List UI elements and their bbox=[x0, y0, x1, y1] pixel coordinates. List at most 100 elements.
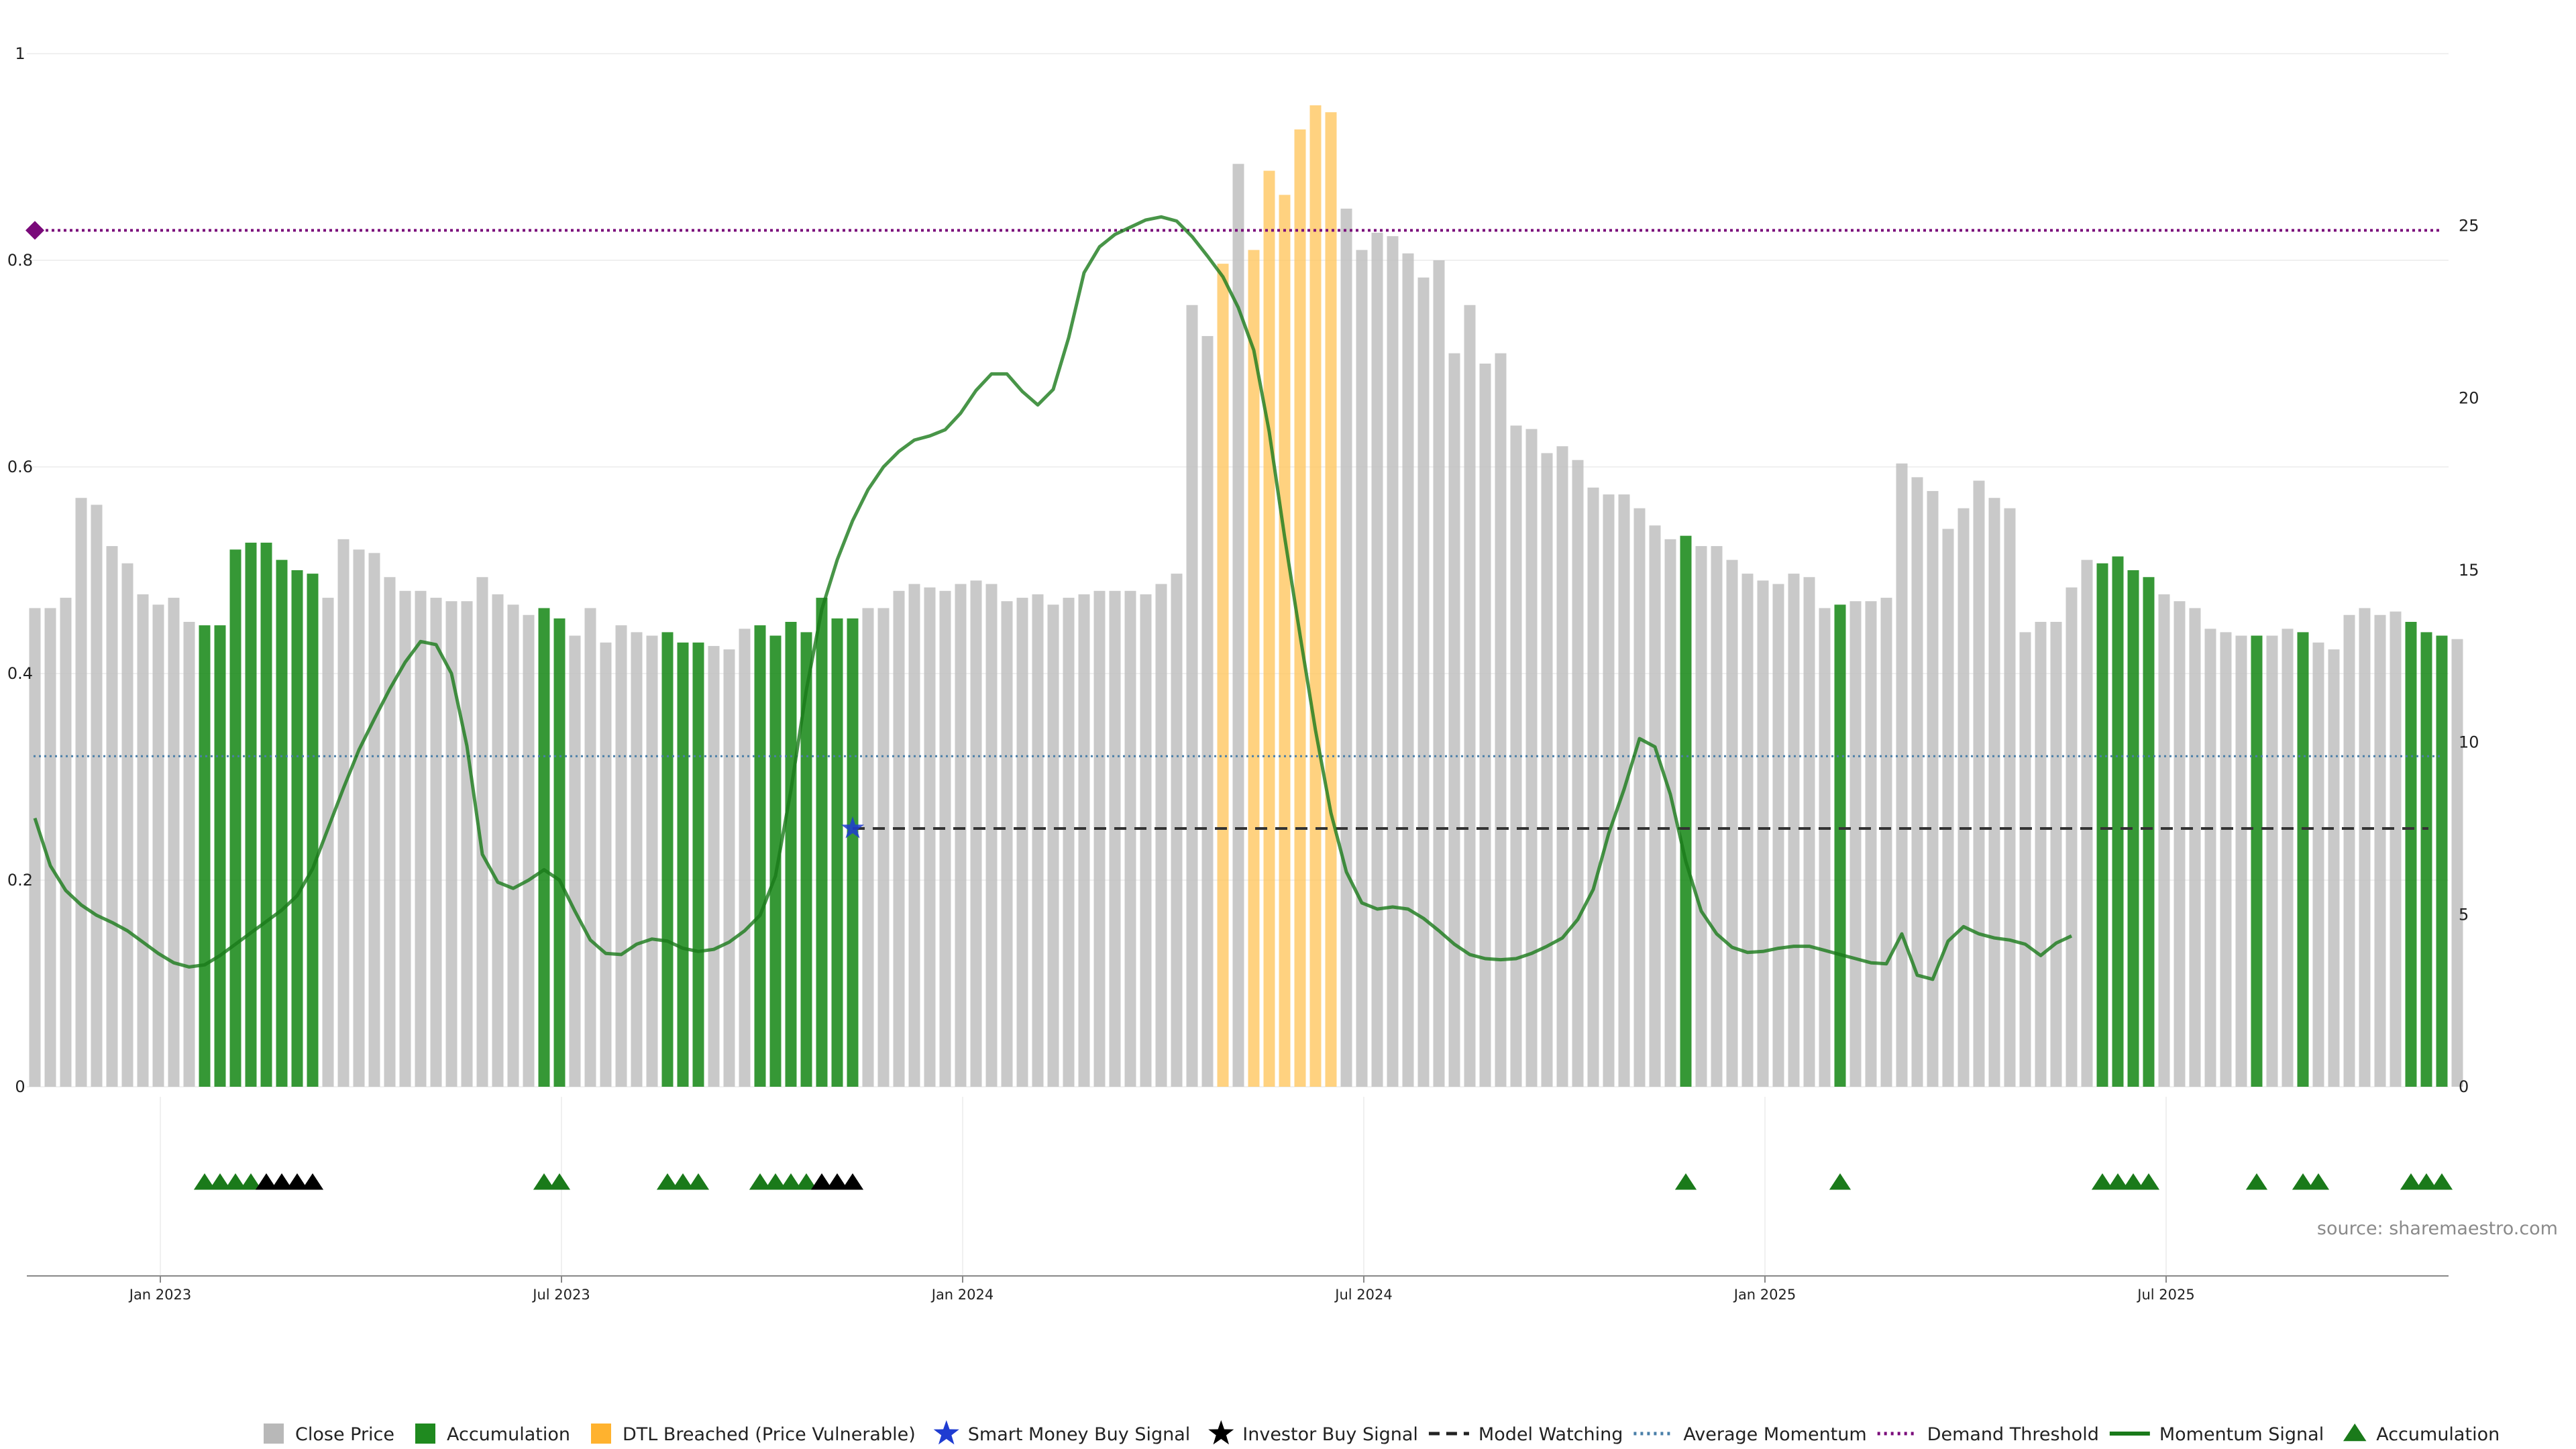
close-price-bar bbox=[1819, 608, 1831, 1087]
close-price-bar bbox=[723, 649, 735, 1087]
close-price-bar bbox=[2220, 632, 2232, 1087]
accumulation-bar bbox=[2143, 577, 2155, 1087]
close-price-bar bbox=[523, 614, 535, 1087]
dtl-breached-bar bbox=[1263, 170, 1275, 1087]
accumulation-bar bbox=[2436, 635, 2448, 1087]
close-price-bar bbox=[29, 608, 41, 1087]
close-price-bar bbox=[1896, 463, 1908, 1087]
close-price-bar bbox=[2065, 587, 2078, 1087]
close-price-bar bbox=[1726, 559, 1738, 1087]
close-price-bar bbox=[1124, 590, 1136, 1087]
close-price-bar bbox=[152, 604, 164, 1087]
legend-item: Smart Money Buy Signal bbox=[933, 1420, 1191, 1445]
close-price-bar bbox=[1479, 364, 1491, 1087]
investor-buy-signal-marker bbox=[286, 1173, 309, 1190]
legend-label: Close Price bbox=[295, 1424, 394, 1445]
close-price-bar bbox=[862, 608, 874, 1087]
right-axis-tick: 25 bbox=[2459, 217, 2479, 235]
accumulation-bar bbox=[2297, 632, 2309, 1087]
accumulation-bar bbox=[260, 542, 272, 1087]
accumulation-marker bbox=[2292, 1173, 2314, 1190]
legend-label: Smart Money Buy Signal bbox=[968, 1424, 1191, 1445]
accumulation-bar bbox=[2405, 622, 2417, 1087]
close-price-bar bbox=[1140, 594, 1152, 1087]
close-price-bar bbox=[1093, 590, 1106, 1087]
close-price-bar bbox=[1603, 494, 1615, 1087]
signal-markers bbox=[193, 816, 2453, 1190]
close-price-bar bbox=[1201, 335, 1214, 1087]
left-axis-tick: 0.8 bbox=[7, 251, 33, 270]
close-price-bar bbox=[1988, 498, 2000, 1087]
close-price-bar bbox=[1402, 253, 1414, 1087]
legend-item: Close Price bbox=[264, 1424, 394, 1445]
close-price-bar bbox=[507, 604, 519, 1087]
close-price-bar bbox=[1942, 529, 1954, 1087]
close-price-bar bbox=[1664, 539, 1676, 1087]
close-price-bar bbox=[2204, 629, 2216, 1087]
legend-label: DTL Breached (Price Vulnerable) bbox=[623, 1424, 916, 1445]
accumulation-bar bbox=[214, 625, 226, 1087]
close-price-bar bbox=[1803, 577, 1815, 1087]
close-price-bar bbox=[1927, 490, 1939, 1087]
legend-label: Demand Threshold bbox=[1927, 1424, 2099, 1445]
accumulation-marker bbox=[2106, 1173, 2129, 1190]
close-price-bar bbox=[1063, 598, 1075, 1087]
left-axis-tick: 0 bbox=[15, 1077, 25, 1096]
close-price-bar bbox=[1016, 598, 1028, 1087]
close-price-bar bbox=[44, 608, 56, 1087]
dtl-breached-bar bbox=[1309, 105, 1322, 1087]
close-price-bar bbox=[2359, 608, 2371, 1087]
accumulation-marker bbox=[1829, 1173, 1851, 1190]
demand-threshold-marker bbox=[25, 221, 44, 240]
close-price-bar bbox=[631, 632, 643, 1087]
x-axis-tick: Jan 2025 bbox=[1733, 1287, 1796, 1303]
close-price-bar bbox=[337, 539, 350, 1087]
dtl-breached-bar bbox=[1217, 264, 1229, 1087]
x-axis-tick: Jul 2024 bbox=[1334, 1287, 1392, 1303]
legend-label: Accumulation bbox=[2376, 1424, 2500, 1445]
accumulation-marker bbox=[533, 1173, 555, 1190]
close-price-bar bbox=[1880, 598, 1892, 1087]
accumulation-bar bbox=[2420, 632, 2432, 1087]
close-price-bar bbox=[368, 553, 380, 1087]
close-price-bar bbox=[1433, 260, 1445, 1087]
close-price-bar bbox=[708, 645, 720, 1087]
close-price-bar bbox=[600, 642, 612, 1087]
close-price-bar bbox=[322, 598, 334, 1087]
close-price-bar bbox=[569, 635, 581, 1087]
accumulation-bar bbox=[692, 642, 704, 1087]
close-price-bar bbox=[2343, 614, 2355, 1087]
close-price-bar bbox=[121, 563, 133, 1087]
investor-buy-signal-marker bbox=[255, 1173, 278, 1190]
legend-swatch bbox=[415, 1424, 435, 1444]
close-price-bar bbox=[893, 590, 905, 1087]
accumulation-marker bbox=[2245, 1173, 2268, 1190]
accumulation-bar bbox=[2251, 635, 2263, 1087]
accumulation-bar bbox=[245, 542, 257, 1087]
investor-buy-signal-marker bbox=[826, 1173, 849, 1190]
close-price-bar bbox=[353, 549, 365, 1087]
accumulation-bar bbox=[1680, 535, 1692, 1087]
close-price-bar bbox=[1788, 574, 1800, 1087]
close-price-bar bbox=[2004, 508, 2016, 1087]
investor-buy-signal-marker bbox=[270, 1173, 293, 1190]
right-axis-tick: 15 bbox=[2459, 561, 2479, 580]
right-axis-tick: 5 bbox=[2459, 905, 2469, 924]
accumulation-bar bbox=[2112, 556, 2124, 1087]
close-price-bar bbox=[985, 584, 998, 1087]
x-axis-tick: Jan 2023 bbox=[128, 1287, 192, 1303]
smart-money-buy-signal bbox=[841, 816, 865, 839]
close-price-bar bbox=[60, 598, 72, 1087]
close-price-bar bbox=[2035, 622, 2047, 1087]
accumulation-bar bbox=[661, 632, 674, 1087]
close-price-bar bbox=[908, 584, 920, 1087]
legend-label: Investor Buy Signal bbox=[1242, 1424, 1418, 1445]
close-price-bar bbox=[584, 608, 596, 1087]
accumulation-marker bbox=[2091, 1173, 2114, 1190]
close-price-bar bbox=[476, 577, 488, 1087]
accumulation-bar bbox=[2096, 563, 2108, 1087]
close-price-bar bbox=[2328, 649, 2340, 1087]
accumulation-bar bbox=[769, 635, 782, 1087]
close-price-bar bbox=[924, 587, 936, 1087]
